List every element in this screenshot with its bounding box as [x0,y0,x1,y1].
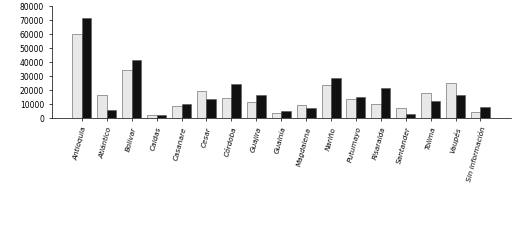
Bar [222,99,231,118]
Bar [480,108,490,118]
Bar [372,105,381,118]
Bar [431,101,440,118]
Bar [147,115,157,118]
Bar [381,89,390,118]
Bar [456,96,465,118]
Bar [471,113,480,118]
Bar [396,108,406,118]
Bar [98,96,107,118]
Bar [297,106,306,118]
Bar [247,103,256,118]
Bar [356,97,365,118]
Bar [82,19,91,118]
Bar [446,83,456,118]
Bar [107,110,116,118]
Bar [346,100,356,118]
Bar [421,94,431,118]
Bar [406,115,415,118]
Bar [256,96,266,118]
Bar [272,113,281,118]
Bar [206,100,216,118]
Bar [197,92,206,118]
Bar [132,61,141,118]
Bar [331,79,341,118]
Bar [157,116,166,118]
Bar [306,109,316,118]
Bar [321,86,331,118]
Bar [281,111,291,118]
Bar [122,71,132,118]
Bar [182,104,191,118]
Bar [172,106,182,118]
Bar [72,35,82,118]
Bar [231,85,241,118]
